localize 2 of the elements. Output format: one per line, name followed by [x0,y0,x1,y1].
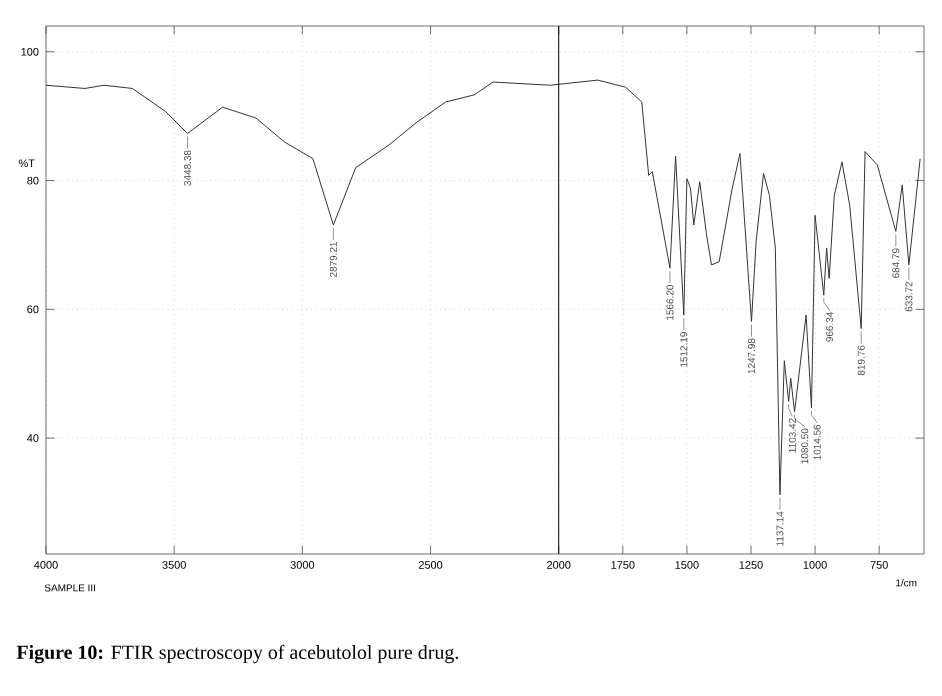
line-series [45,79,921,496]
text: Figure 10: FTIR spectroscopy of acebutolol pure drug. [16,644,458,664]
